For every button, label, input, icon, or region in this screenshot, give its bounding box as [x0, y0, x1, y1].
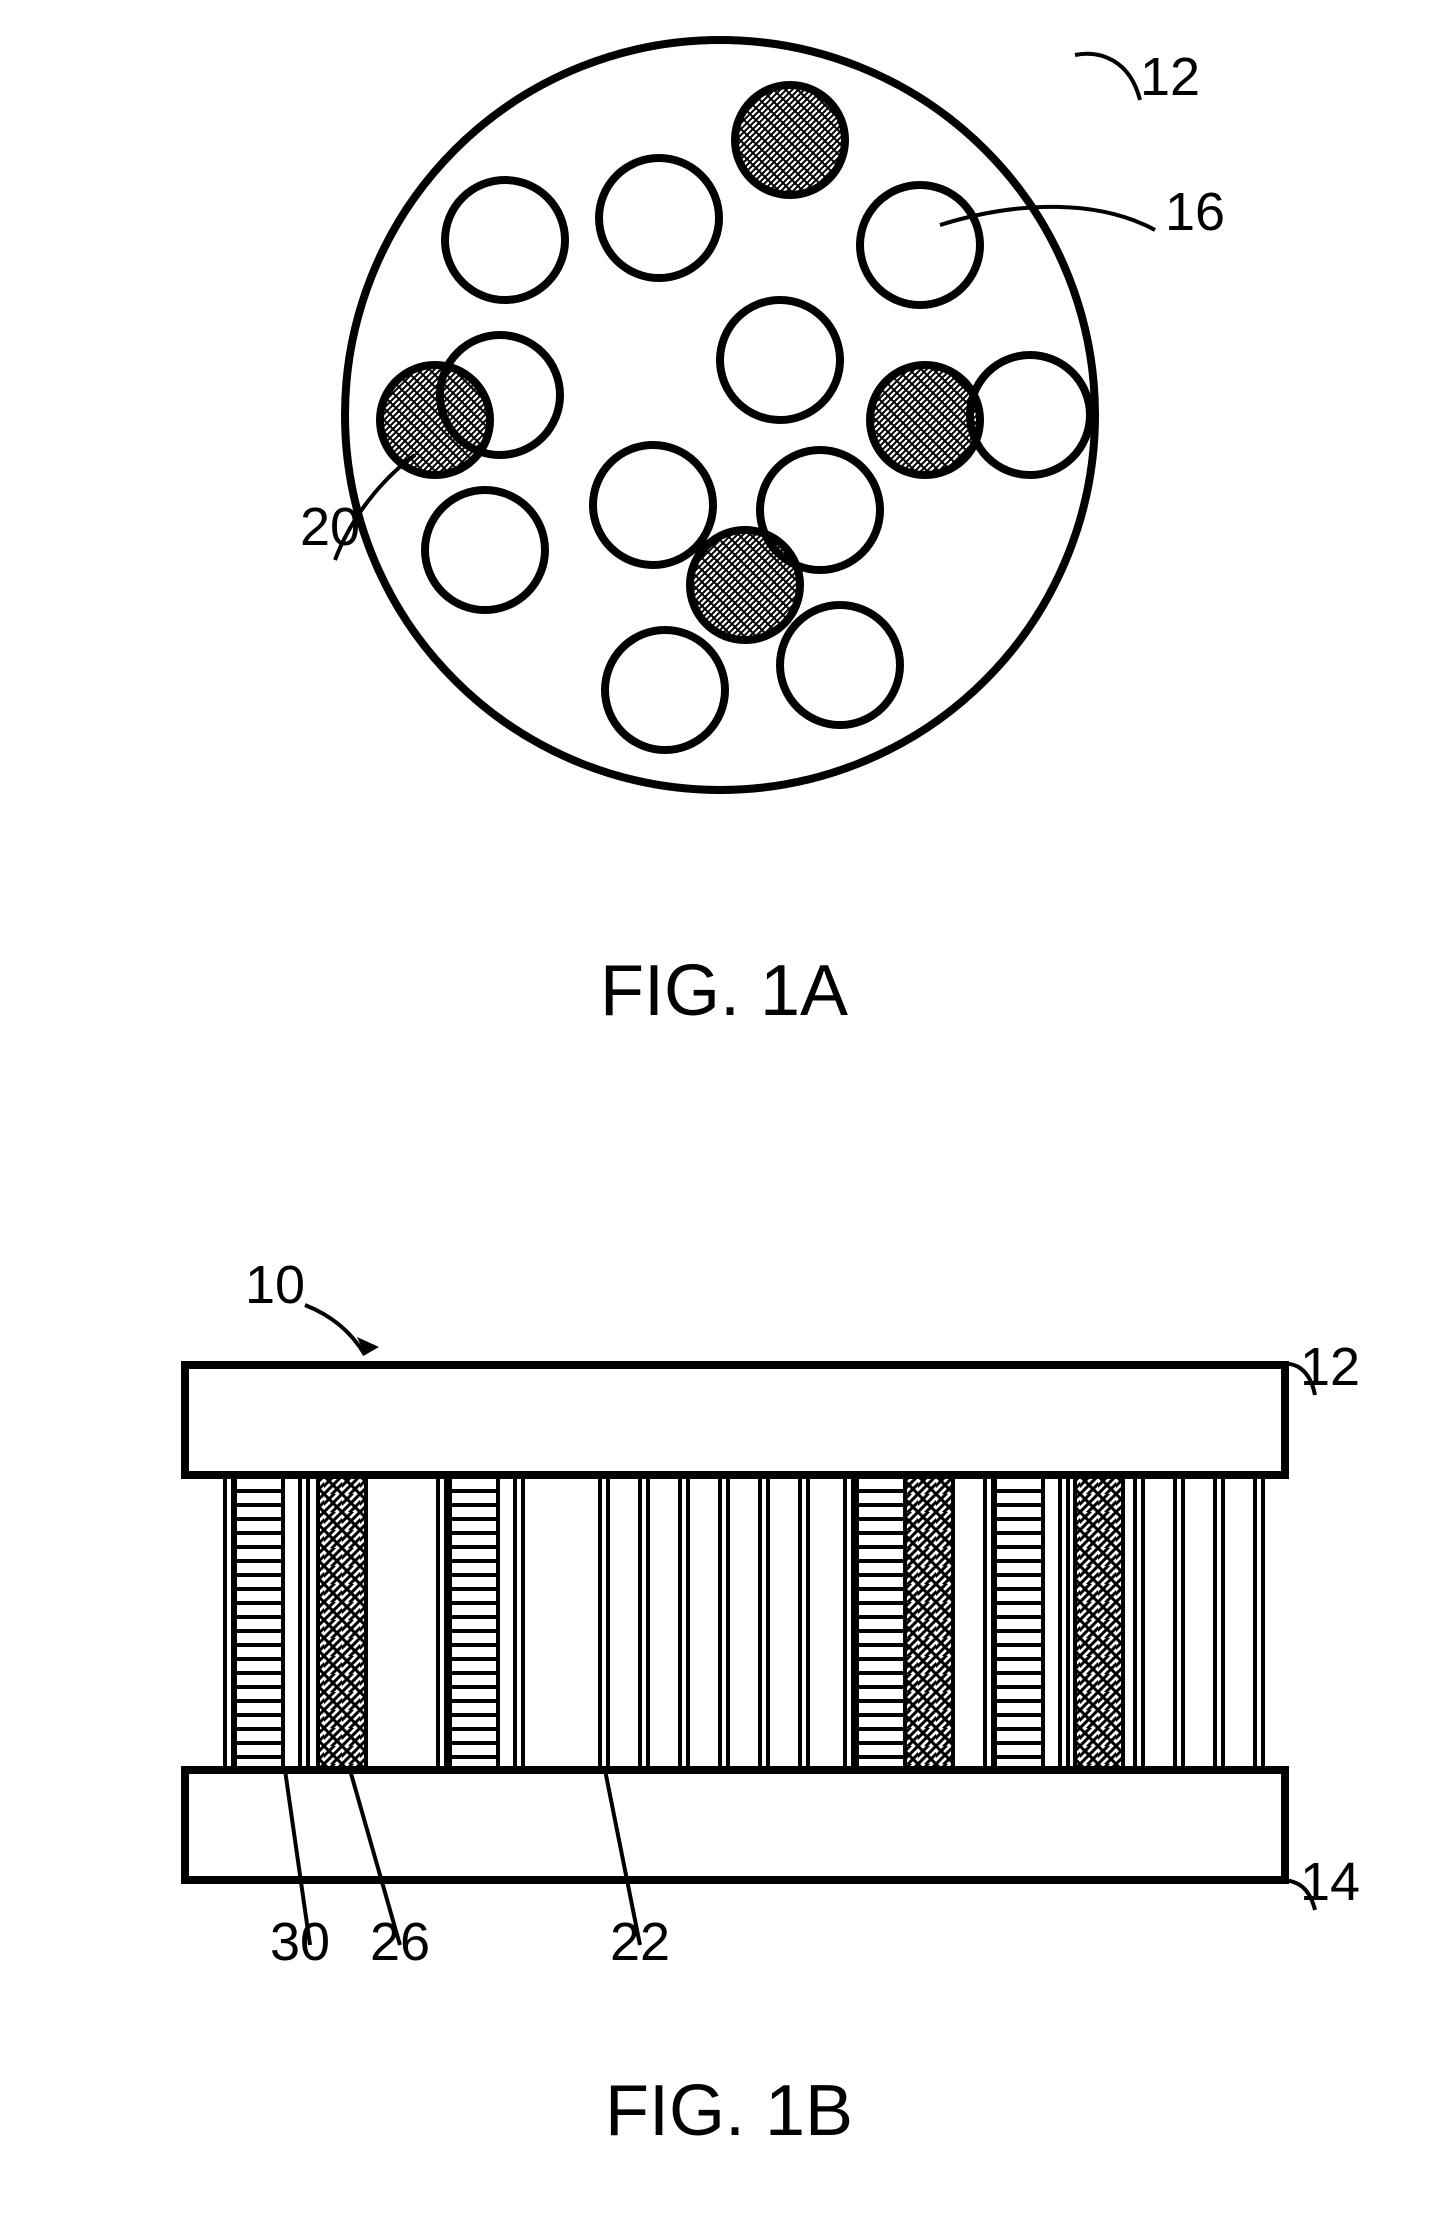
- fig1a-20-label: 20: [300, 497, 360, 557]
- fig1a-open-circle: [445, 180, 565, 300]
- fig1b-12-label: 12: [1300, 1337, 1360, 1397]
- fig1a-open-circle: [425, 490, 545, 610]
- fig1b-top-slab: [185, 1365, 1285, 1475]
- fig1a-open-circle: [720, 300, 840, 420]
- fig1b-10-label: 10: [245, 1255, 305, 1315]
- fig1a-hatched-circle: [380, 365, 490, 475]
- fig1b-plain-pillar: [600, 1475, 608, 1770]
- fig1a-open-circle: [599, 158, 719, 278]
- fig1b-plain-pillar: [845, 1475, 853, 1770]
- fig1b-30-label: 30: [270, 1912, 330, 1972]
- fig1b-plain-pillar: [720, 1475, 728, 1770]
- fig1a-hatched-circle: [870, 365, 980, 475]
- fig1b-plain-pillar: [300, 1475, 308, 1770]
- fig1a-16-label: 16: [1165, 182, 1225, 242]
- fig1b-horiz-pillar: [235, 1475, 283, 1770]
- fig1a-open-circle: [970, 355, 1090, 475]
- fig1b-plain-pillar: [985, 1475, 993, 1770]
- fig1a-12-label: 12: [1140, 47, 1200, 107]
- fig1b-plain-pillar: [800, 1475, 808, 1770]
- fig1b-horiz-pillar: [995, 1475, 1043, 1770]
- fig1b-cross-pillar: [318, 1475, 366, 1770]
- fig1b-plain-pillar: [640, 1475, 648, 1770]
- fig1a-open-circle: [860, 185, 980, 305]
- fig1b-horiz-pillar: [857, 1475, 905, 1770]
- fig1b-bottom-slab: [185, 1770, 1285, 1880]
- fig1b-cross-pillar: [1075, 1475, 1123, 1770]
- fig1b-cross-pillar: [905, 1475, 953, 1770]
- fig1b-caption: FIG. 1B: [605, 2070, 853, 2152]
- fig1a-open-circle: [780, 605, 900, 725]
- fig1b-plain-pillar: [1175, 1475, 1183, 1770]
- fig1b-plain-pillar: [1060, 1475, 1068, 1770]
- fig1a-hatched-circle: [735, 85, 845, 195]
- fig1b-14-label: 14: [1300, 1852, 1360, 1912]
- fig1b-horiz-pillar: [450, 1475, 498, 1770]
- fig1a-open-circle: [605, 630, 725, 750]
- fig1a-caption: FIG. 1A: [600, 950, 848, 1032]
- fig1b-22-label: 22: [610, 1912, 670, 1972]
- fig1a-12-leader: [1075, 54, 1140, 100]
- fig1b-plain-pillar: [438, 1475, 446, 1770]
- fig1b-plain-pillar: [760, 1475, 768, 1770]
- fig1b-plain-pillar: [1255, 1475, 1263, 1770]
- fig1b-plain-pillar: [515, 1475, 523, 1770]
- fig1b-plain-pillar: [1135, 1475, 1143, 1770]
- fig1b-plain-pillar: [1215, 1475, 1223, 1770]
- fig1b-plain-pillar: [680, 1475, 688, 1770]
- fig1a-open-circle: [593, 445, 713, 565]
- fig1b-plain-pillar: [225, 1475, 233, 1770]
- fig1a-hatched-circle: [690, 530, 800, 640]
- fig1b-10-leader: [305, 1305, 365, 1355]
- fig1b-26-label: 26: [370, 1912, 430, 1972]
